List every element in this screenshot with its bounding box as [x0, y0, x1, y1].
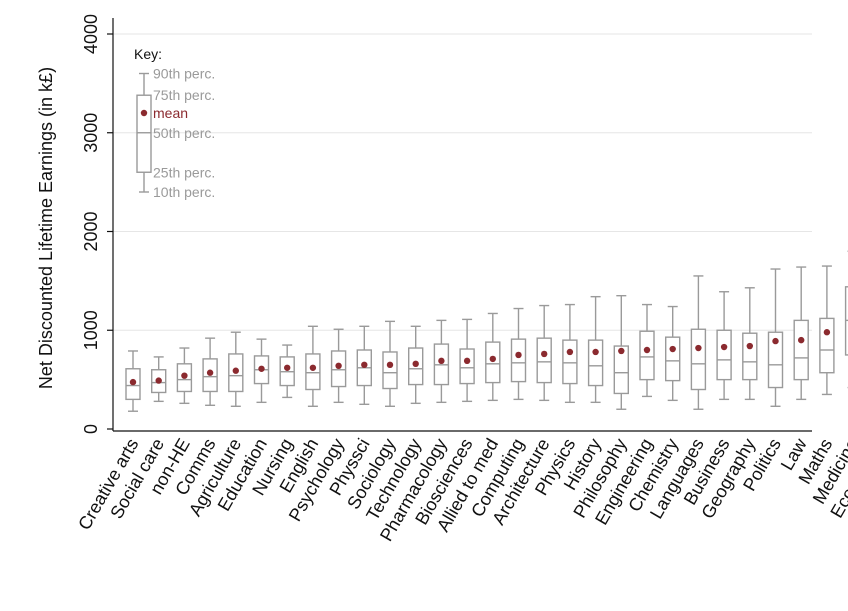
box-pharmacology — [433, 319, 450, 404]
y-tick-label: 1000 — [81, 310, 101, 350]
box-english — [305, 325, 321, 407]
mean-dot — [181, 372, 188, 379]
key-box — [136, 94, 152, 173]
mean-dot — [643, 346, 651, 354]
box-architecture — [536, 304, 552, 402]
mean-dot — [386, 361, 394, 369]
box-sociology — [382, 320, 398, 407]
mean-dot — [309, 364, 317, 371]
iqr-box — [767, 331, 784, 389]
mean-dot — [463, 357, 471, 365]
box-computing — [510, 307, 527, 401]
mean-dot — [412, 360, 419, 368]
key-mean-dot — [140, 109, 148, 117]
iqr-box — [665, 336, 681, 382]
box-politics — [767, 268, 784, 407]
mean-dot — [155, 377, 162, 384]
y-tick-label: 0 — [81, 424, 101, 434]
mean-dot — [592, 348, 599, 356]
iqr-box — [536, 337, 552, 384]
mean-dot — [129, 378, 137, 386]
box-philosophy — [613, 294, 629, 410]
key-label-mean: mean — [153, 105, 188, 121]
y-ticks: 0 1000 2000 3000 4000 — [81, 14, 113, 434]
axes — [112, 18, 812, 432]
box-education — [253, 338, 270, 404]
key-label-p50: 50th perc. — [153, 125, 215, 141]
key-title: Key: — [134, 46, 162, 62]
key-label-p90: 90th perc. — [153, 66, 215, 82]
y-tick-label: 2000 — [81, 211, 101, 251]
iqr-box — [562, 339, 578, 385]
iqr-box — [382, 351, 398, 390]
box-biosciences — [459, 318, 475, 403]
box-allied-to-med — [485, 312, 501, 402]
box-history — [587, 295, 604, 404]
box-agriculture — [228, 331, 244, 407]
box-nursing — [279, 344, 295, 399]
box-physsci — [356, 325, 372, 406]
mean-dot — [541, 350, 548, 358]
mean-dot — [489, 355, 496, 363]
mean-dot — [438, 357, 445, 365]
box-creative-arts — [125, 350, 141, 412]
iqr-box — [819, 317, 835, 374]
mean-dot — [772, 337, 779, 345]
box-comms — [202, 337, 218, 406]
iqr-box — [510, 338, 527, 383]
mean-dot — [720, 343, 728, 351]
mean-dot — [669, 345, 676, 353]
mean-dot — [515, 351, 522, 359]
y-tick-label: 3000 — [81, 113, 101, 153]
box-technology — [408, 325, 424, 405]
mean-dot — [361, 361, 368, 369]
mean-dot — [284, 364, 291, 371]
y-axis-label: Net Discounted Lifetime Earnings (in k£) — [36, 67, 56, 389]
box-physics — [562, 303, 578, 404]
mean-dot — [823, 329, 831, 336]
box-psychology — [330, 328, 347, 404]
mean-dot — [746, 342, 753, 350]
box-law — [793, 266, 809, 401]
iqr-box — [639, 330, 655, 381]
key-label-p10: 10th perc. — [153, 184, 215, 200]
key-label-p25: 25th perc. — [153, 164, 215, 180]
key-label-p75: 75th perc. — [153, 87, 215, 103]
iqr-box — [742, 332, 758, 381]
iqr-box — [793, 319, 809, 381]
box-non-he — [176, 347, 193, 405]
box-chemistry — [665, 305, 681, 402]
box-series — [125, 250, 848, 412]
iqr-box — [716, 329, 732, 381]
box-business — [716, 291, 732, 401]
y-tick-label: 4000 — [81, 14, 101, 54]
iqr-box — [459, 348, 475, 385]
iqr-box — [613, 345, 629, 395]
mean-dot — [618, 347, 625, 355]
key-legend: Key: 90th perc. 75th perc. mean 50th perc. 2… — [134, 46, 215, 200]
iqr-box — [587, 339, 604, 387]
box-geography — [742, 287, 758, 401]
box-maths — [819, 265, 835, 396]
mean-dot — [258, 365, 265, 372]
mean-dot — [798, 336, 805, 344]
mean-dot — [232, 367, 239, 374]
grid-lines — [113, 33, 812, 331]
box-social-care — [150, 356, 167, 403]
iqr-box — [690, 328, 707, 391]
box-engineering — [639, 303, 655, 398]
iqr-box — [485, 341, 501, 384]
mean-dot — [695, 344, 702, 352]
mean-dot — [206, 369, 214, 376]
iqr-box — [305, 353, 321, 391]
mean-dot — [566, 348, 574, 356]
box-languages — [690, 275, 707, 410]
mean-dot — [335, 362, 342, 369]
